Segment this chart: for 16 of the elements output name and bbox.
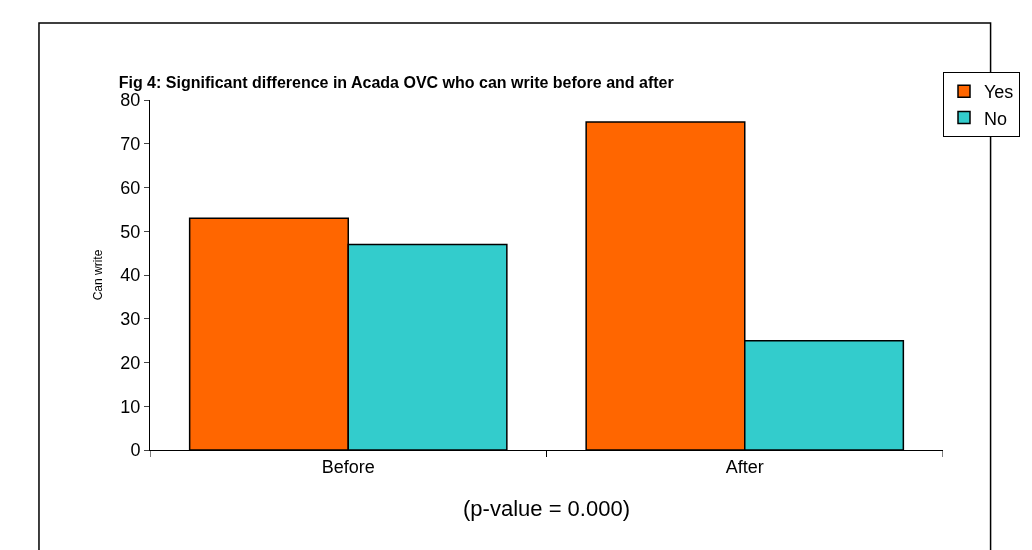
x-axis-title: (p-value = 0.000) — [463, 496, 630, 522]
y-tick-label: 20 — [120, 352, 141, 373]
y-tick-label: 80 — [120, 90, 141, 111]
y-tick-label: 0 — [130, 440, 141, 461]
y-tick-label: 50 — [120, 221, 141, 242]
legend-label: No — [984, 108, 1008, 129]
y-tick-label: 40 — [120, 265, 141, 286]
chart-title: Fig 4: Significant difference in Acada OVC who can write before and after — [118, 74, 674, 91]
y-tick-label: 10 — [120, 396, 141, 417]
legend-label: Yes — [984, 82, 1014, 103]
y-tick-label: 60 — [120, 177, 141, 198]
x-tick-label: After — [725, 456, 764, 477]
y-tick-label: 70 — [120, 134, 141, 155]
y-tick-label: 30 — [120, 309, 141, 330]
x-tick-label: Before — [321, 456, 375, 477]
y-axis-title: Can write — [90, 249, 105, 301]
